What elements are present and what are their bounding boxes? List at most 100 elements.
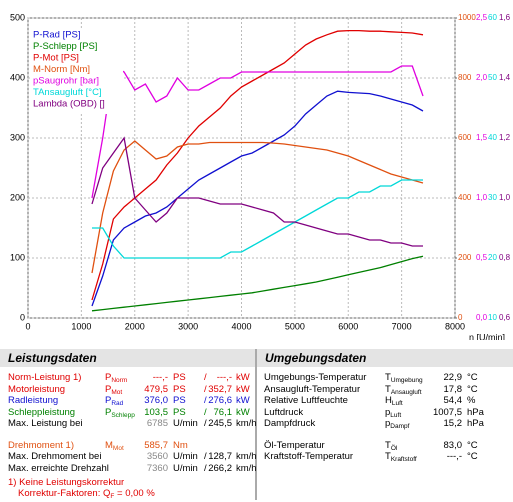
symbol-sub: Luft bbox=[390, 411, 402, 419]
x-tick-label: 6000 bbox=[338, 321, 358, 331]
x-tick-label: 0 bbox=[25, 321, 30, 331]
legend-entry: P-Rad [PS] bbox=[33, 30, 81, 41]
row-label: Max. Leistung bei bbox=[8, 418, 83, 429]
unit: km/h bbox=[236, 451, 257, 462]
y4-tick-label: 40 bbox=[488, 133, 497, 142]
x-tick-label: 7000 bbox=[392, 321, 412, 331]
symbol: MMot bbox=[105, 440, 124, 454]
y2-tick-label: 800 bbox=[458, 73, 472, 82]
row-label: Max. erreichte Drehzahl bbox=[8, 462, 109, 474]
factor-sub: F bbox=[110, 493, 115, 500]
symbol: PSchlepp bbox=[105, 407, 135, 421]
unit: °C bbox=[467, 383, 478, 395]
y3-tick-label: 0,5 bbox=[476, 253, 488, 262]
y3-tick-label: 1,5 bbox=[476, 133, 488, 142]
note: 1) Keine Leistungskorrektur bbox=[8, 477, 125, 488]
series-line bbox=[91, 90, 424, 307]
value: 6785 bbox=[146, 418, 168, 429]
symbol: pDampf bbox=[385, 418, 409, 432]
legend-entry: pSaugrohr [bar] bbox=[33, 76, 99, 87]
symbol-main: T bbox=[385, 372, 391, 383]
value: 352,7 bbox=[208, 383, 232, 395]
row-label: Ansaugluft-Temperatur bbox=[264, 383, 361, 395]
symbol-sub: Öl bbox=[390, 444, 398, 452]
x-tick-label: 2000 bbox=[125, 321, 145, 331]
legend-entry: P-Mot [PS] bbox=[33, 53, 79, 64]
symbol-main: p bbox=[385, 406, 391, 418]
row-label: Max. Drehmoment bei bbox=[8, 451, 102, 462]
y2-tick-label: 200 bbox=[458, 253, 472, 262]
y-tick-label: 100 bbox=[10, 252, 25, 262]
unit: PS bbox=[173, 383, 186, 395]
unit: PS bbox=[173, 372, 186, 383]
value: ---,- bbox=[446, 451, 462, 462]
unit: km/h bbox=[236, 418, 257, 429]
unit: PS bbox=[173, 395, 186, 406]
legend-entry: TAnsaugluft [°C] bbox=[33, 87, 102, 98]
symbol-main: M bbox=[105, 439, 113, 451]
divider bbox=[255, 349, 257, 500]
separator: / bbox=[204, 406, 207, 418]
symbol-main: P bbox=[105, 372, 112, 383]
value: 7360 bbox=[146, 462, 168, 474]
row-label: Radleistung bbox=[8, 395, 59, 406]
y4-tick-label: 30 bbox=[488, 193, 497, 202]
factor: Korrektur-Faktoren: QF = 0,00 % bbox=[18, 488, 155, 502]
x-tick-label: 4000 bbox=[231, 321, 251, 331]
row-label: Umgebungs-Temperatur bbox=[264, 372, 367, 383]
separator: / bbox=[204, 418, 207, 429]
y2-tick-label: 600 bbox=[458, 133, 472, 142]
symbol: TAnsaugluft bbox=[385, 384, 422, 398]
y3-tick-label: 2,5 bbox=[476, 13, 488, 22]
unit: °C bbox=[467, 372, 478, 383]
symbol-main: T bbox=[385, 383, 391, 395]
row-label: Kraftstoff-Temperatur bbox=[264, 451, 354, 462]
y-tick-label: 400 bbox=[10, 72, 25, 82]
symbol: pLuft bbox=[385, 407, 401, 421]
symbol-main: T bbox=[385, 451, 391, 462]
y5-tick-label: 1,6 bbox=[499, 13, 511, 22]
unit: Nm bbox=[173, 439, 188, 451]
unit: U/min bbox=[173, 451, 198, 462]
y-tick-label: 500 bbox=[10, 12, 25, 22]
unit: % bbox=[467, 395, 476, 406]
value: 103,5 bbox=[144, 406, 168, 418]
series-line bbox=[91, 29, 424, 301]
value: 245,5 bbox=[208, 418, 232, 429]
value: 276,6 bbox=[208, 395, 232, 406]
legend-entry: P-Schlepp [PS] bbox=[33, 41, 97, 52]
value: 479,5 bbox=[144, 383, 168, 395]
y5-tick-label: 1,4 bbox=[499, 73, 511, 82]
symbol-main: P bbox=[105, 395, 112, 406]
y4-tick-label: 20 bbox=[488, 253, 497, 262]
row-label: Luftdruck bbox=[264, 406, 304, 418]
series-line bbox=[91, 64, 424, 199]
y-tick-label: 300 bbox=[10, 132, 25, 142]
series-line bbox=[91, 140, 424, 274]
y5-tick-label: 1,2 bbox=[499, 133, 511, 142]
value: 76,1 bbox=[213, 406, 233, 418]
row-label: Relative Luftfeuchte bbox=[264, 395, 348, 406]
unit: hPa bbox=[467, 406, 484, 418]
value: 54,4 bbox=[443, 395, 463, 406]
row-label: Motorleistung bbox=[8, 383, 66, 395]
value: ---,- bbox=[152, 372, 168, 383]
y5-tick-label: 0,8 bbox=[499, 253, 511, 262]
value: 1007,5 bbox=[432, 406, 462, 418]
unit: U/min bbox=[173, 462, 198, 474]
series-line bbox=[91, 136, 423, 247]
legend-entry: Lambda (OBD) [] bbox=[33, 99, 105, 110]
symbol: TÖl bbox=[385, 440, 397, 454]
unit: PS bbox=[173, 406, 186, 418]
symbol: TKraftstoff bbox=[385, 451, 417, 465]
row-label: Norm-Leistung 1) bbox=[8, 372, 82, 383]
symbol: PRad bbox=[105, 395, 123, 409]
series-line bbox=[92, 179, 423, 259]
symbol-main: T bbox=[385, 439, 391, 451]
series-line bbox=[91, 255, 424, 312]
x-tick-label: 3000 bbox=[178, 321, 198, 331]
symbol-sub: Schlepp bbox=[111, 411, 135, 419]
separator: / bbox=[204, 395, 207, 406]
y4-tick-label: 10 bbox=[488, 313, 497, 322]
y4-tick-label: 50 bbox=[488, 73, 497, 82]
